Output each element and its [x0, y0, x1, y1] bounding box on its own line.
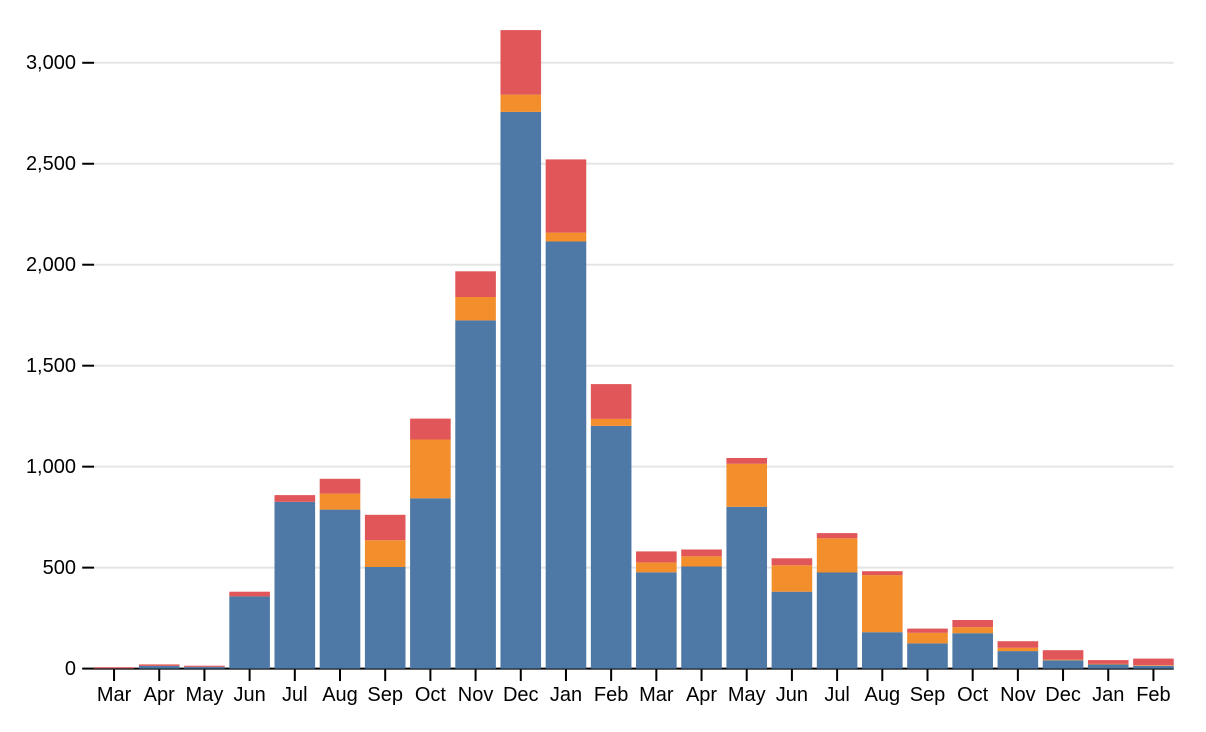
- svg-text:Jan: Jan: [550, 684, 582, 706]
- svg-text:Jul: Jul: [824, 684, 850, 706]
- svg-text:0: 0: [65, 658, 76, 680]
- svg-text:Aug: Aug: [865, 684, 901, 706]
- svg-text:Feb: Feb: [1136, 684, 1170, 706]
- svg-text:2,500: 2,500: [26, 153, 76, 175]
- svg-text:Sep: Sep: [367, 684, 403, 706]
- svg-text:May: May: [728, 684, 766, 706]
- svg-text:2,000: 2,000: [26, 254, 76, 276]
- svg-text:Dec: Dec: [503, 684, 539, 706]
- svg-text:Apr: Apr: [686, 684, 717, 706]
- svg-text:Nov: Nov: [458, 684, 494, 706]
- svg-text:Mar: Mar: [639, 684, 674, 706]
- svg-text:1,500: 1,500: [26, 355, 76, 377]
- svg-text:May: May: [186, 684, 224, 706]
- svg-text:Jan: Jan: [1092, 684, 1124, 706]
- svg-text:3,000: 3,000: [26, 52, 76, 74]
- svg-text:Apr: Apr: [144, 684, 175, 706]
- svg-text:Oct: Oct: [957, 684, 989, 706]
- svg-text:Mar: Mar: [97, 684, 132, 706]
- svg-text:500: 500: [43, 557, 76, 579]
- svg-text:Jun: Jun: [776, 684, 808, 706]
- svg-text:Feb: Feb: [594, 684, 628, 706]
- svg-text:Dec: Dec: [1045, 684, 1081, 706]
- svg-text:Jun: Jun: [233, 684, 265, 706]
- svg-text:Sep: Sep: [910, 684, 946, 706]
- svg-text:Oct: Oct: [415, 684, 447, 706]
- svg-text:1,000: 1,000: [26, 456, 76, 478]
- svg-text:Jul: Jul: [282, 684, 308, 706]
- svg-text:Aug: Aug: [322, 684, 358, 706]
- svg-text:Nov: Nov: [1000, 684, 1036, 706]
